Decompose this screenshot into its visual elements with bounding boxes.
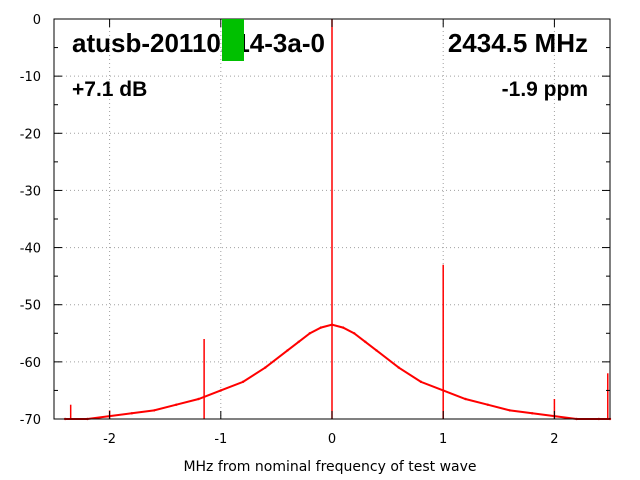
- data-point: [486, 403, 489, 406]
- data-point: [264, 366, 267, 369]
- data-point: [397, 366, 400, 369]
- offset-label: -1.9 ppm: [502, 78, 588, 101]
- data-point: [364, 340, 367, 344]
- axis-ticks: [54, 18, 610, 420]
- data-point: [152, 409, 156, 412]
- y-tick-label: -10: [20, 70, 41, 85]
- gain-label: +7.1 dB: [72, 78, 147, 101]
- green-marker: [222, 19, 244, 61]
- frequency-label: 2434.5 MHz: [448, 28, 588, 58]
- x-tick-labels: -2 -1 0 1 2: [103, 432, 558, 447]
- y-tick-label: -30: [20, 184, 41, 199]
- data-point: [464, 397, 467, 401]
- data-point: [175, 403, 178, 406]
- y-tick-label: 0: [33, 13, 41, 28]
- y-tick-label: -60: [20, 356, 41, 371]
- series-layer: [63, 323, 612, 421]
- data-point: [219, 389, 222, 392]
- y-tick-labels: 0 -10 -20 -30 -40 -50 -60 -70: [20, 13, 41, 428]
- y-tick-label: -70: [20, 413, 41, 428]
- data-point: [241, 380, 245, 384]
- data-point: [530, 412, 534, 415]
- grid-lines: [54, 19, 610, 419]
- data-point: [353, 332, 356, 335]
- series-line: [65, 323, 610, 420]
- data-point: [319, 326, 323, 329]
- x-tick-label: -2: [103, 432, 116, 447]
- spikes-layer: [69, 19, 609, 419]
- data-point: [286, 349, 289, 352]
- x-tick-label: 2: [550, 432, 558, 447]
- data-point: [508, 409, 512, 412]
- data-point: [308, 332, 311, 335]
- data-point: [419, 380, 423, 384]
- data-point: [130, 412, 134, 415]
- x-tick-label: 1: [439, 432, 447, 447]
- data-point: [375, 349, 378, 352]
- data-point: [297, 340, 300, 344]
- y-tick-label: -50: [20, 299, 41, 314]
- chart-title: atusb-20110214-3a-0: [72, 28, 325, 58]
- x-tick-label: 0: [328, 432, 336, 447]
- x-axis-label: MHz from nominal frequency of test wave: [183, 459, 476, 475]
- data-point: [197, 397, 200, 401]
- x-tick-label: -1: [214, 432, 227, 447]
- y-tick-label: -40: [20, 242, 41, 257]
- data-point: [341, 326, 345, 329]
- y-tick-label: -20: [20, 127, 41, 142]
